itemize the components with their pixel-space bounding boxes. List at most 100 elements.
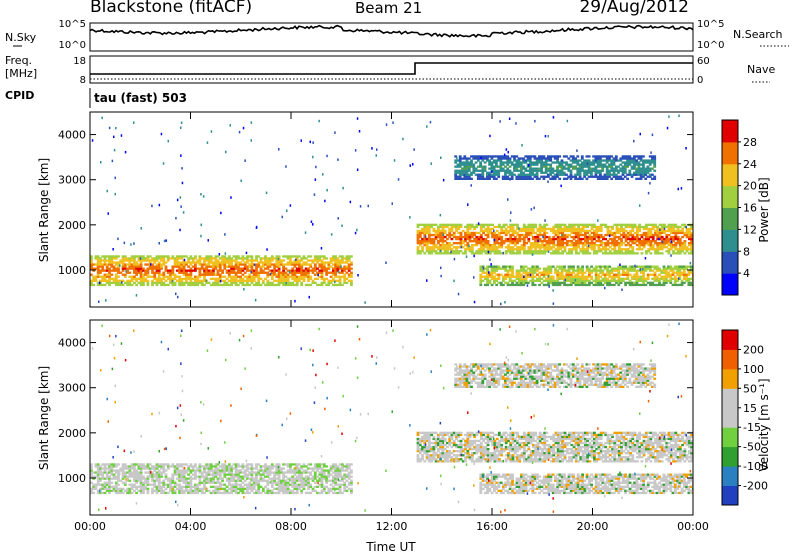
power-cell <box>470 159 473 162</box>
power-cell <box>611 242 614 245</box>
velocity-cell <box>203 479 206 482</box>
power-cell <box>218 263 222 266</box>
power-cell <box>160 255 163 258</box>
power-cell <box>250 121 253 124</box>
power-cell <box>599 279 603 282</box>
power-cell <box>282 283 285 287</box>
power-cell <box>647 240 651 243</box>
power-cell <box>517 157 521 160</box>
power-cell <box>601 163 605 166</box>
power-cell <box>547 227 551 231</box>
power-cell <box>497 171 501 174</box>
power-cell <box>332 267 335 270</box>
power-cell <box>577 227 580 231</box>
power-cell <box>594 171 598 174</box>
power-cell <box>654 242 657 245</box>
power-cell <box>273 263 276 266</box>
velocity-cell <box>146 479 150 482</box>
power-cell <box>90 279 93 282</box>
power-cell <box>270 259 274 262</box>
power-cell <box>484 244 488 247</box>
power-cell <box>578 165 582 168</box>
power-cell <box>517 165 521 168</box>
power-cell <box>108 277 111 280</box>
power-cell <box>594 157 598 160</box>
velocity-cell <box>187 483 190 486</box>
power-cell <box>279 273 283 276</box>
power-cell <box>504 169 507 172</box>
velocity-cell <box>162 467 166 470</box>
power-cell <box>690 248 693 251</box>
power-cell <box>678 252 682 255</box>
power-cell <box>574 227 578 231</box>
power-cell <box>205 281 209 284</box>
power-cell <box>498 244 501 247</box>
velocity-cell <box>121 463 125 466</box>
velocity-cell <box>180 469 184 472</box>
power-cell <box>538 155 541 158</box>
power-cell <box>633 281 636 284</box>
power-cell <box>325 277 328 280</box>
power-cell <box>624 277 627 280</box>
power-cell <box>542 155 546 158</box>
power-cell <box>214 283 218 287</box>
power-cell <box>653 283 657 287</box>
power-cell <box>196 261 200 264</box>
power-cell <box>648 161 652 164</box>
velocity-cell <box>187 467 190 470</box>
velocity-cell <box>205 463 209 466</box>
power-cell <box>653 155 657 158</box>
velocity-cell <box>216 489 220 492</box>
power-cell <box>214 255 218 258</box>
power-cell <box>642 265 645 268</box>
power-cell <box>552 242 556 245</box>
power-cell <box>325 257 328 260</box>
power-cell <box>541 240 544 243</box>
power-cell <box>606 283 609 287</box>
power-cell <box>642 273 645 276</box>
power-cell <box>645 250 648 253</box>
power-cell <box>536 252 540 255</box>
power-cell <box>604 248 608 251</box>
power-cell <box>660 275 664 278</box>
power-cell <box>499 167 503 170</box>
power-cell <box>459 244 463 247</box>
power-cell <box>612 175 616 178</box>
velocity-cell <box>101 467 105 470</box>
power-cell <box>453 279 455 283</box>
velocity-cell <box>178 465 181 468</box>
power-cell <box>252 273 256 276</box>
power-cell <box>326 188 328 192</box>
power-cell <box>687 279 691 282</box>
power-cell <box>611 252 614 255</box>
power-cell <box>538 267 541 270</box>
power-cell <box>569 177 573 180</box>
power-cell <box>282 281 285 284</box>
velocity-cell <box>230 469 233 472</box>
velocity-cell <box>146 491 150 495</box>
power-cell <box>527 223 531 226</box>
power-cell <box>626 244 630 247</box>
power-cell <box>416 235 420 239</box>
power-cell <box>502 275 505 278</box>
velocity-cell <box>198 489 202 492</box>
power-cell <box>209 259 213 262</box>
power-cell <box>185 277 188 280</box>
power-cell <box>270 283 274 287</box>
power-cell <box>656 235 660 239</box>
power-cell <box>219 279 222 283</box>
power-cell <box>610 283 614 287</box>
velocity-cell <box>221 479 224 482</box>
power-cell <box>518 252 522 255</box>
power-cell <box>250 269 254 272</box>
power-cell <box>556 229 560 233</box>
power-cell <box>667 273 670 276</box>
power-cell <box>293 271 297 274</box>
power-cell <box>316 267 319 270</box>
power-cell <box>270 269 274 272</box>
power-cell <box>572 227 576 231</box>
power-cell <box>488 175 491 178</box>
power-cell <box>189 273 193 276</box>
power-cell <box>556 231 560 235</box>
power-cell <box>268 283 272 287</box>
